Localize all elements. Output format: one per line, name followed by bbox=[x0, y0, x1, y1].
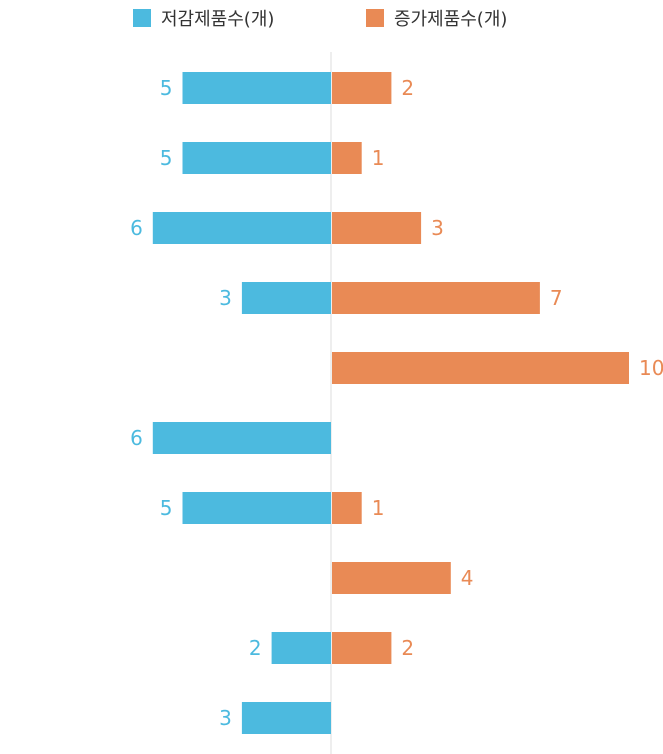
label-decrease-10: 3 bbox=[219, 706, 232, 730]
bar-decrease-1[interactable] bbox=[182, 72, 332, 104]
legend-swatch-increase bbox=[366, 9, 384, 27]
bar-increase-1[interactable] bbox=[332, 72, 392, 104]
label-increase-4: 7 bbox=[550, 286, 563, 310]
legend-item-increase[interactable]: 증가제품수(개) bbox=[366, 4, 507, 32]
bar-decrease-9[interactable] bbox=[271, 632, 331, 664]
legend-item-decrease[interactable]: 저감제품수(개) bbox=[133, 4, 274, 32]
bar-increase-7[interactable] bbox=[332, 492, 362, 524]
label-decrease-6: 6 bbox=[130, 426, 143, 450]
bar-increase-9[interactable] bbox=[332, 632, 392, 664]
bar-increase-2[interactable] bbox=[332, 142, 362, 174]
label-increase-3: 3 bbox=[431, 216, 444, 240]
label-decrease-3: 6 bbox=[130, 216, 143, 240]
label-decrease-4: 3 bbox=[219, 286, 232, 310]
label-increase-1: 2 bbox=[401, 76, 414, 100]
label-increase-5: 10 bbox=[639, 356, 663, 380]
bar-increase-3[interactable] bbox=[332, 212, 422, 244]
bar-increase-8[interactable] bbox=[332, 562, 451, 594]
chart-legend: 저감제품수(개) 증가제품수(개) bbox=[0, 4, 663, 32]
bar-increase-4[interactable] bbox=[332, 282, 540, 314]
label-increase-7: 1 bbox=[372, 496, 385, 520]
label-increase-9: 2 bbox=[401, 636, 414, 660]
bars-group: 5 2 5 1 6 3 3 7 10 6 5 1 4 2 2 3 bbox=[130, 72, 663, 734]
bar-decrease-7[interactable] bbox=[182, 492, 332, 524]
label-decrease-2: 5 bbox=[160, 146, 173, 170]
bar-decrease-4[interactable] bbox=[241, 282, 331, 314]
label-decrease-7: 5 bbox=[160, 496, 173, 520]
bar-increase-5[interactable] bbox=[332, 352, 629, 384]
label-decrease-9: 2 bbox=[249, 636, 262, 660]
bar-decrease-10[interactable] bbox=[241, 702, 331, 734]
legend-label-increase: 증가제품수(개) bbox=[394, 9, 508, 30]
bar-decrease-6[interactable] bbox=[152, 422, 331, 454]
bar-decrease-2[interactable] bbox=[182, 142, 332, 174]
label-increase-8: 4 bbox=[461, 566, 474, 590]
label-decrease-1: 5 bbox=[160, 76, 173, 100]
label-increase-2: 1 bbox=[372, 146, 385, 170]
bar-decrease-3[interactable] bbox=[152, 212, 331, 244]
legend-label-decrease: 저감제품수(개) bbox=[161, 9, 275, 30]
legend-swatch-decrease bbox=[133, 9, 151, 27]
